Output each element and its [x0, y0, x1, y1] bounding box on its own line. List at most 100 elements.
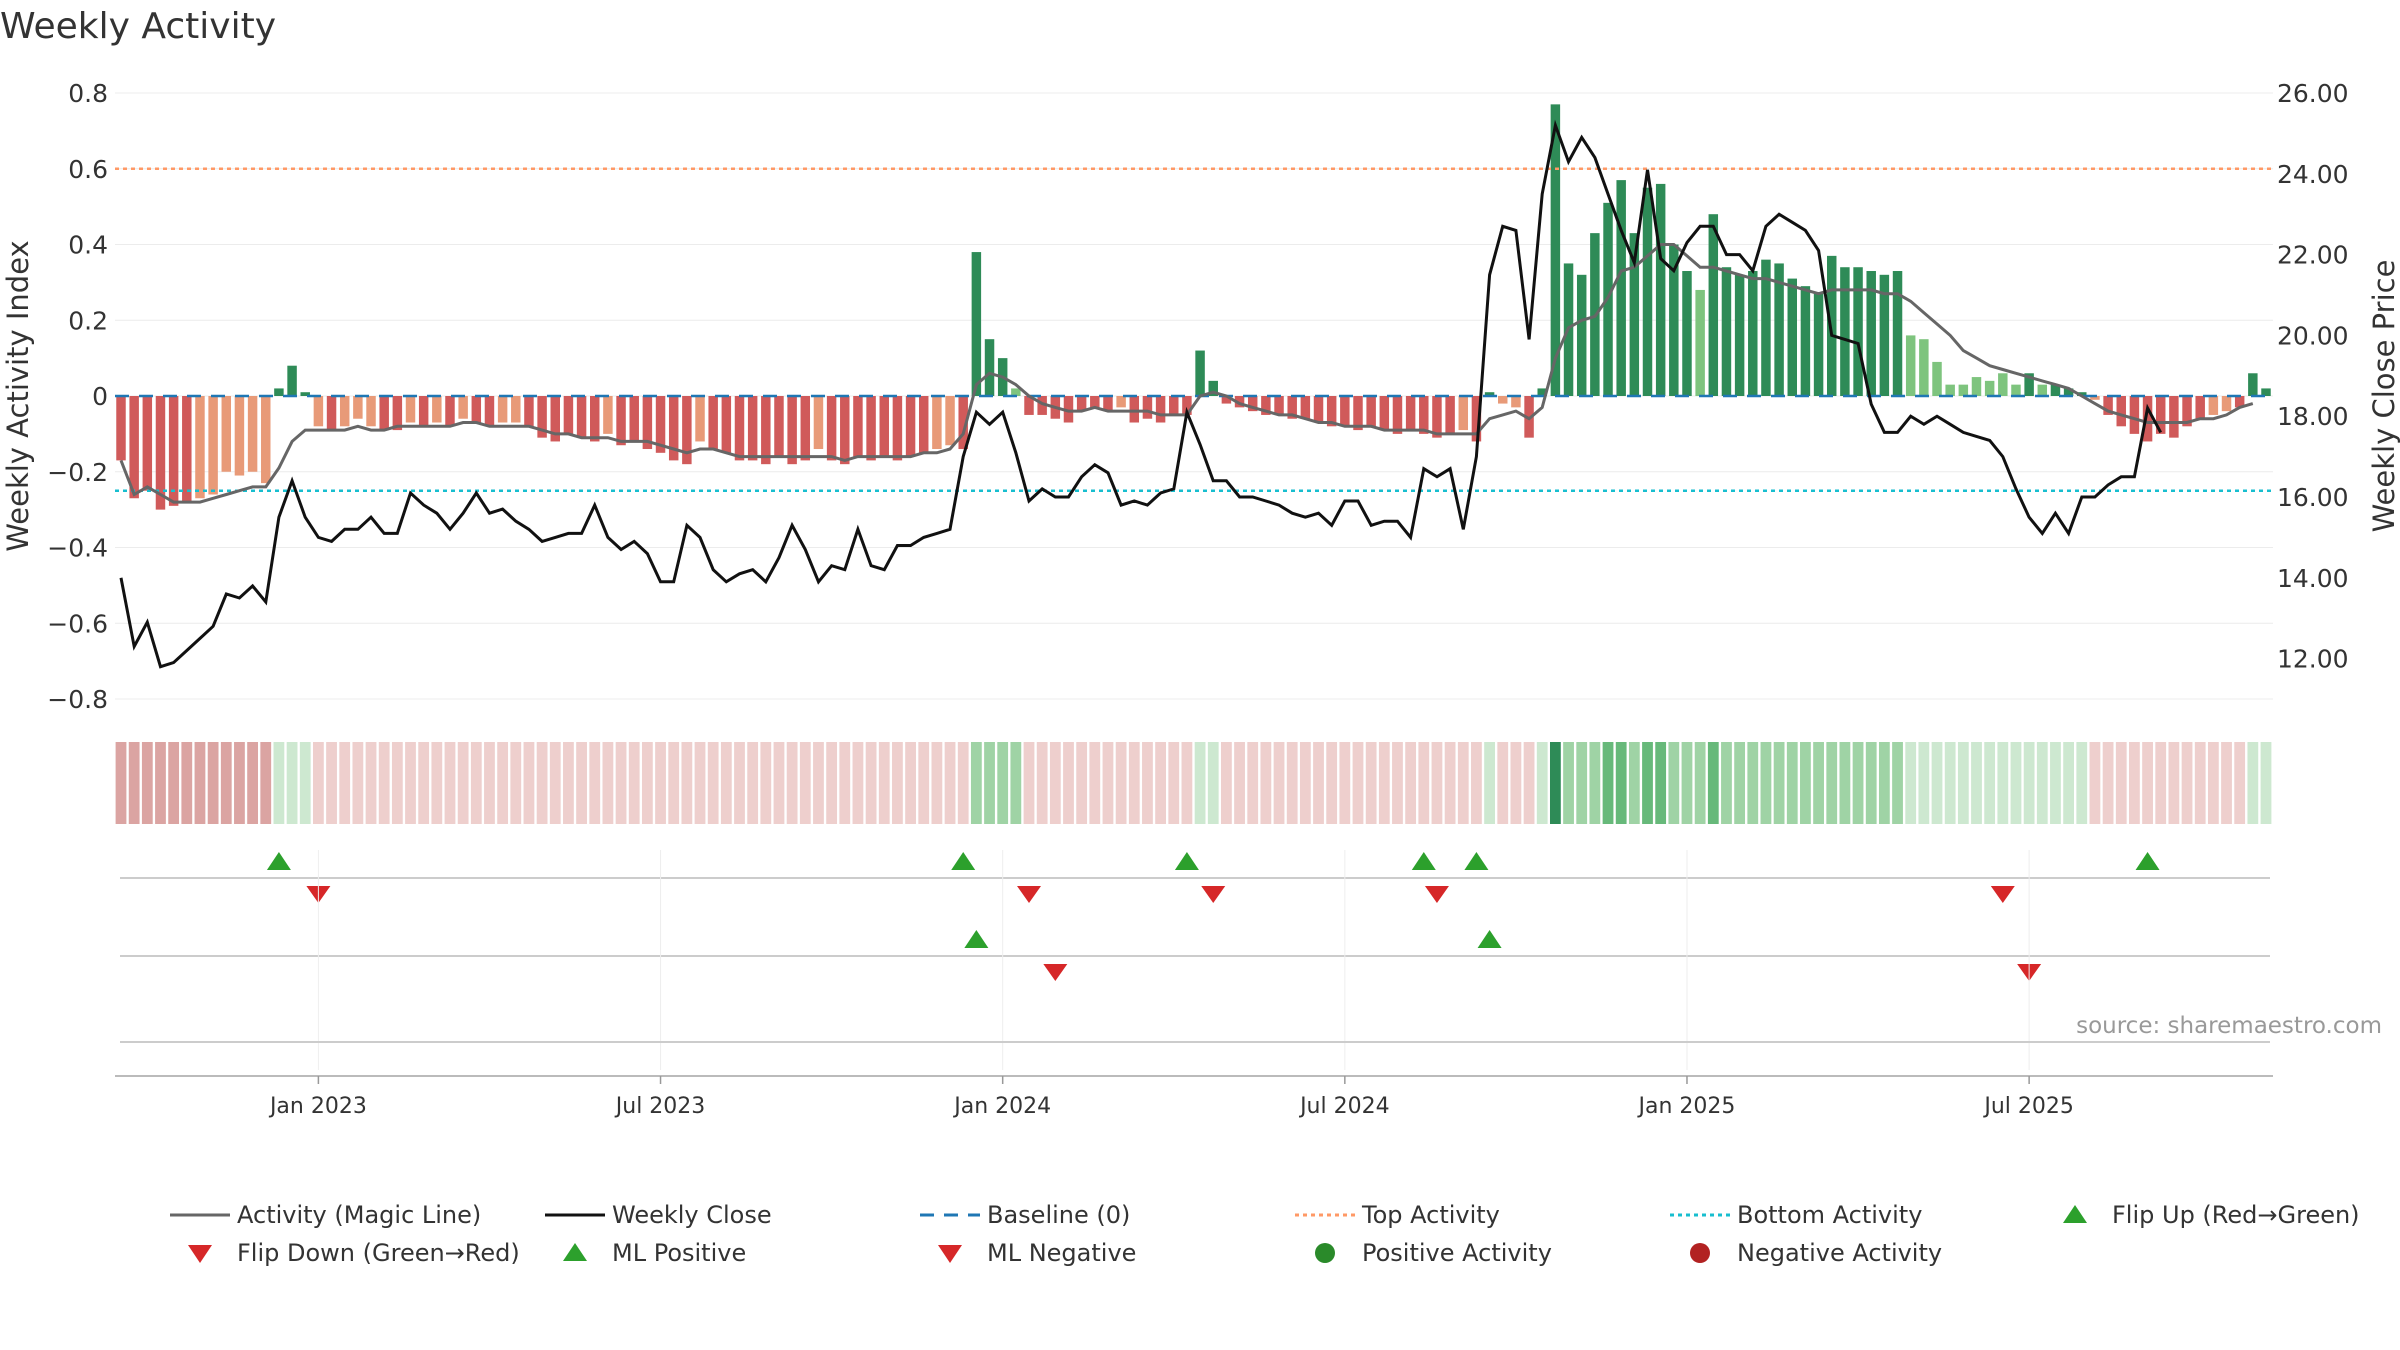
activity-bar [1155, 396, 1166, 423]
activity-bar [642, 396, 653, 450]
activity-bar [550, 396, 561, 442]
x-tick-label: Jan 2024 [952, 1094, 1051, 1119]
ribbon-cell [1339, 742, 1351, 824]
activity-bars [116, 104, 2271, 510]
flip-up-marker [2135, 852, 2160, 870]
activity-bar [1669, 244, 1679, 396]
ribbon-cell [1510, 742, 1522, 824]
activity-bar [511, 396, 521, 423]
ribbon-cell [1418, 742, 1430, 824]
ribbon-cell [813, 742, 824, 824]
activity-bar [1511, 396, 1521, 408]
ribbon-cell [865, 742, 877, 824]
activity-bar [1919, 339, 1929, 396]
activity-bar [2011, 384, 2021, 396]
activity-bar [2261, 388, 2271, 396]
ribbon-cell [1615, 742, 1627, 824]
activity-bar [1879, 274, 1890, 396]
activity-bar [1748, 271, 1758, 396]
activity-bar [853, 396, 863, 457]
activity-bar [2116, 396, 2126, 427]
ribbon-cell [2102, 742, 2114, 824]
activity-bar [1682, 271, 1692, 396]
activity-bar [682, 396, 692, 465]
activity-bar [1129, 396, 1140, 423]
ribbon-cell [220, 742, 232, 824]
activity-bar [2129, 396, 2140, 434]
activity-bar [1221, 396, 1232, 404]
activity-bar [2103, 396, 2113, 415]
y-tick-label: 0.8 [68, 79, 108, 108]
ribbon-cell [2207, 742, 2219, 824]
ribbon-cell [536, 742, 548, 824]
activity-bar [1419, 396, 1429, 434]
activity-bar [2221, 396, 2232, 412]
activity-bar [1379, 396, 1390, 431]
flip-markers-panel [120, 852, 2270, 903]
y2-tick-label: 12.00 [2277, 645, 2349, 674]
activity-bar [2155, 396, 2166, 434]
ribbon-cell [1786, 742, 1798, 824]
triangle-up-icon [540, 1238, 610, 1268]
legend-item-top-activity: Top Activity [1290, 1200, 1500, 1230]
ml-markers-panel [120, 930, 2270, 981]
ribbon-cell [1589, 742, 1601, 824]
y-axis-left-ticks: 0.8 0.6 0.4 0.2 0 −0.2 −0.4 −0.6 −0.8 [47, 79, 108, 714]
ribbon-cell [1181, 742, 1193, 824]
ribbon-cell [1142, 742, 1153, 824]
activity-bar [971, 252, 982, 396]
activity-bar [353, 396, 363, 419]
ribbon-cell [1313, 742, 1324, 824]
ribbon-cell [312, 742, 324, 824]
activity-bar [471, 396, 482, 423]
ribbon-cell [181, 742, 193, 824]
ribbon-cell [1444, 742, 1456, 824]
ribbon-cell [1102, 742, 1114, 824]
y2-tick-label: 16.00 [2277, 483, 2349, 512]
ribbon-cell [510, 742, 522, 824]
ribbon-cell [878, 742, 890, 824]
activity-bar [366, 396, 376, 427]
ribbon-cell [2247, 742, 2259, 824]
activity-bar [1629, 233, 1640, 396]
activity-bar [866, 396, 876, 461]
ribbon-cell [1813, 742, 1824, 824]
ribbon-cell [523, 742, 535, 824]
ribbon-cell [484, 742, 495, 824]
ribbon-cell [418, 742, 430, 824]
ribbon-cell [1576, 742, 1588, 824]
legend-label: Weekly Close [612, 1201, 772, 1229]
y2-tick-label: 24.00 [2277, 160, 2349, 189]
activity-bar [405, 396, 416, 423]
ribbon-cell [1918, 742, 1930, 824]
baseline-swatch-icon [915, 1200, 985, 1230]
ribbon-cell [1536, 742, 1548, 824]
ribbon-cell [1747, 742, 1759, 824]
ribbon-cell [826, 742, 838, 824]
activity-bar [1813, 293, 1824, 396]
ribbon-cell [2050, 742, 2061, 824]
activity-bar [1353, 396, 1363, 431]
activity-bar [247, 396, 258, 472]
activity-bar [287, 365, 297, 396]
activity-bar [195, 396, 205, 499]
ribbon-cell [984, 742, 995, 824]
ribbon-cell [2129, 742, 2140, 824]
ribbon-cell [1865, 742, 1877, 824]
triangle-up-icon [2040, 1200, 2110, 1230]
activity-bar [1037, 396, 1047, 415]
activity-bar [1734, 274, 1745, 396]
x-axis: Jan 2023 Jul 2023 Jan 2024 Jul 2024 Jan 2025… [115, 850, 2273, 1119]
activity-bar [1208, 380, 1218, 396]
ribbon-cell [1247, 742, 1259, 824]
ribbon-cell [1260, 742, 1272, 824]
activity-bar [1366, 396, 1376, 427]
ribbon-cell [997, 742, 1009, 824]
activity-bar [484, 396, 495, 427]
ribbon-cell [1155, 742, 1166, 824]
ribbon-cell [391, 742, 403, 824]
activity-bar [524, 396, 534, 427]
ribbon-cell [1892, 742, 1903, 824]
activity-bar [1458, 396, 1469, 431]
activity-bar [313, 396, 324, 427]
